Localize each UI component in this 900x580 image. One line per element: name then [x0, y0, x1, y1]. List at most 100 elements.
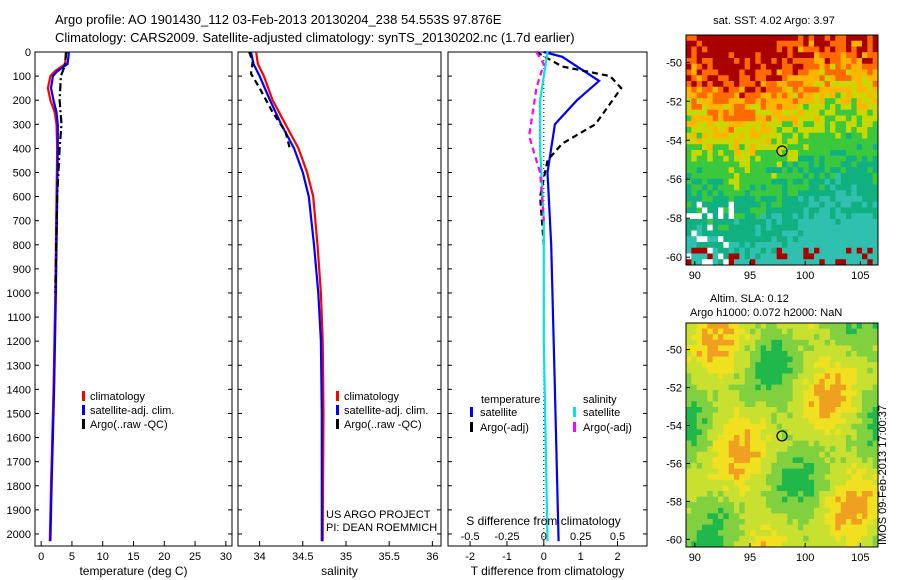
map-cell — [739, 132, 745, 139]
map-cell — [824, 150, 831, 157]
map-cell — [824, 373, 831, 380]
map-cell — [712, 502, 719, 509]
map-cell — [862, 323, 868, 329]
map-cell — [862, 485, 868, 492]
map-cell — [846, 138, 852, 145]
map-cell — [771, 379, 777, 385]
map-cell — [851, 224, 857, 231]
map-cell — [840, 224, 847, 231]
map-cell — [846, 115, 852, 122]
map-cell — [856, 86, 863, 93]
map-cell — [707, 92, 713, 99]
map-cell — [808, 423, 815, 430]
map-cell — [867, 407, 873, 413]
map-cell — [792, 535, 799, 542]
map-cell — [782, 507, 788, 514]
map-cell — [782, 259, 788, 266]
map-cell — [760, 474, 767, 481]
map-cell — [728, 219, 735, 226]
map-cell — [856, 104, 863, 111]
map-cell — [712, 35, 719, 42]
map-cell — [819, 513, 825, 520]
map-cell — [808, 127, 815, 134]
map-cell — [696, 259, 703, 266]
map-cell — [750, 423, 756, 430]
map-cell — [792, 69, 799, 76]
map-cell — [691, 362, 697, 369]
map-cell — [771, 457, 777, 464]
map-cell — [723, 121, 729, 128]
map-cell — [872, 351, 879, 357]
map-cell — [830, 474, 836, 481]
map-cell — [723, 81, 729, 88]
map-cell — [750, 109, 756, 116]
map-cell — [835, 474, 841, 481]
map-cell — [739, 535, 745, 542]
map-cell — [723, 474, 729, 481]
map-cell — [792, 144, 799, 151]
map-cell — [824, 457, 831, 464]
map-cell — [771, 401, 777, 408]
map-cell — [835, 236, 841, 243]
map-cell — [696, 144, 703, 151]
map-cell — [702, 457, 708, 464]
map-cell — [846, 491, 852, 497]
map-cell — [798, 242, 804, 249]
map-cell — [744, 58, 751, 65]
map-cell — [872, 479, 879, 486]
map-cell — [798, 138, 804, 145]
map-cell — [686, 323, 692, 329]
map-cell — [782, 35, 788, 42]
map-cell — [872, 178, 879, 185]
map-cell — [702, 104, 708, 111]
map-cell — [814, 92, 820, 99]
legend-swatch — [336, 405, 339, 415]
map-cell — [771, 446, 777, 453]
map-cell — [862, 167, 868, 174]
map-cell — [696, 435, 703, 441]
map-cell — [696, 201, 703, 208]
map-cell — [686, 69, 692, 76]
map-cell — [771, 92, 777, 99]
map-cell — [835, 323, 841, 329]
map-cell — [792, 356, 799, 363]
map-cell — [851, 58, 857, 65]
map-cell — [782, 58, 788, 65]
map-cell — [872, 451, 879, 458]
map-cell — [696, 58, 703, 65]
map-cell — [872, 161, 879, 168]
map-cell — [686, 230, 692, 237]
map-cell — [750, 446, 756, 453]
legend-label: satellite — [583, 407, 620, 419]
map-cell — [787, 259, 793, 266]
map-cell — [856, 485, 863, 492]
map-cell — [696, 496, 703, 503]
map-cell — [739, 236, 745, 243]
map-cell — [766, 63, 772, 70]
map-cell — [750, 230, 756, 237]
map-cell — [835, 356, 841, 363]
map-cell — [728, 173, 735, 180]
map-cell — [830, 167, 836, 174]
map-cell — [776, 40, 783, 47]
map-cell — [803, 190, 809, 197]
map-cell — [798, 440, 804, 447]
map-cell — [739, 253, 745, 260]
map-cell — [728, 138, 735, 145]
map-cell — [686, 196, 692, 203]
map-cell — [798, 351, 804, 357]
map-cell — [830, 196, 836, 203]
map-cell — [760, 339, 767, 346]
map-cell — [696, 150, 703, 157]
map-cell — [691, 339, 697, 346]
map-cell — [787, 502, 793, 509]
map-cell — [696, 155, 703, 162]
map-cell — [718, 242, 724, 249]
map-cell — [766, 253, 772, 260]
map-cell — [707, 201, 713, 208]
map-cell — [846, 230, 852, 237]
map-cell — [803, 184, 809, 191]
map-cell — [798, 407, 804, 413]
map-cell — [808, 167, 815, 174]
